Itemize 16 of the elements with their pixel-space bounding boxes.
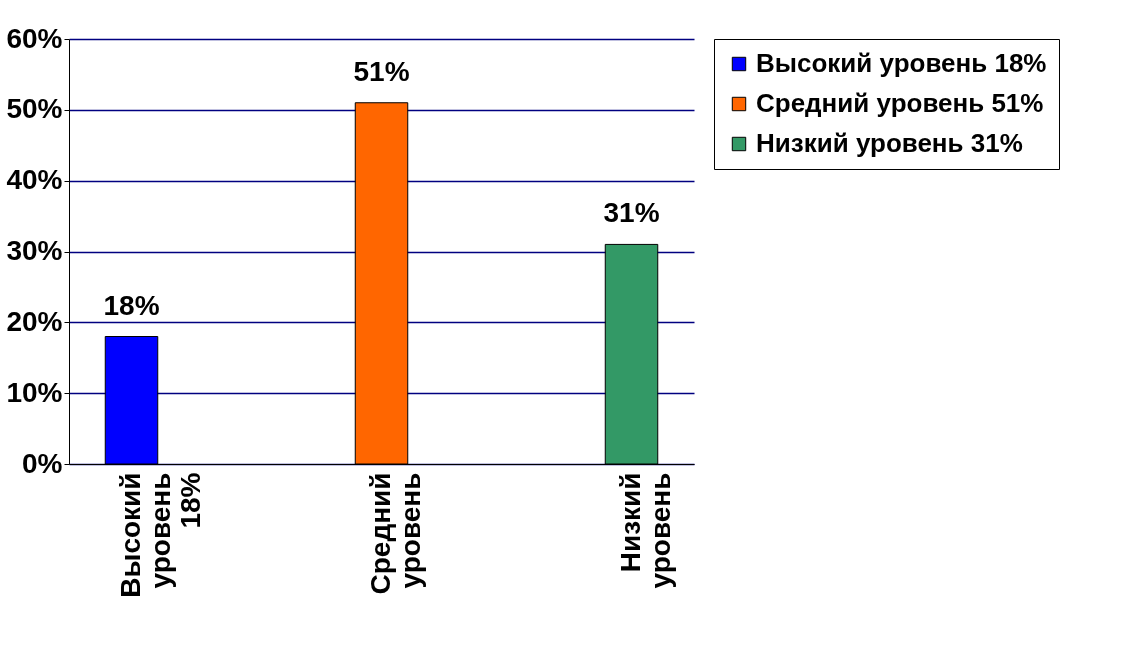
y-tick-label: 40% — [6, 164, 63, 196]
data-label: 18% — [103, 289, 160, 321]
y-tick-label: 30% — [6, 235, 63, 266]
y-tick-label: 20% — [6, 305, 63, 337]
data-label: 51% — [353, 55, 410, 87]
y-tick-label: 50% — [6, 93, 63, 125]
y-tick-label: 60% — [6, 22, 63, 54]
y-tick-label: 0% — [22, 447, 63, 479]
legend-label: Средний уровень 51% — [756, 88, 1044, 118]
x-tick-label: Средний уровень — [364, 472, 426, 595]
y-tick-label: 10% — [6, 376, 63, 408]
x-tick-label: Высокий уровень 18% — [114, 472, 206, 598]
x-tick-label: Низкий уровень — [614, 472, 676, 589]
data-label: 31% — [603, 197, 660, 229]
legend-label: Высокий уровень 18% — [756, 48, 1047, 78]
legend-label: Низкий уровень 31% — [756, 128, 1023, 158]
